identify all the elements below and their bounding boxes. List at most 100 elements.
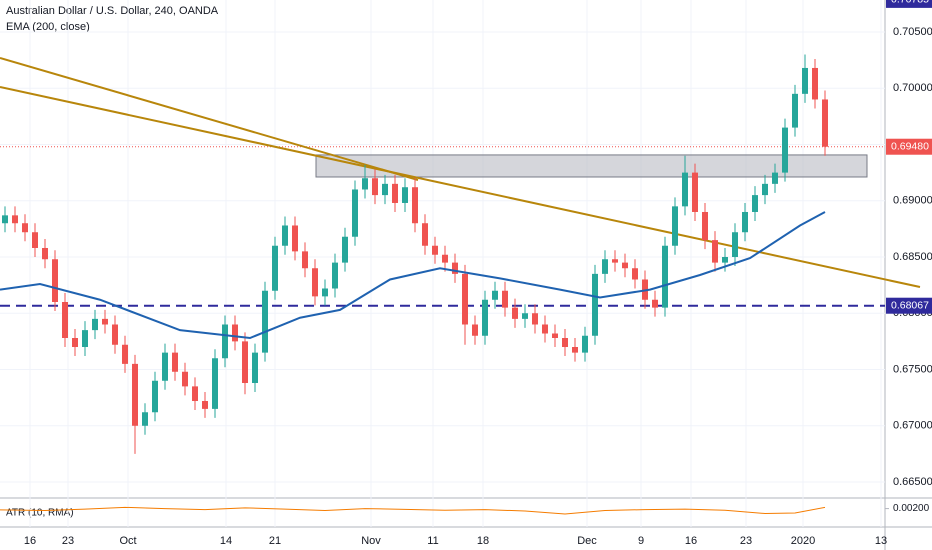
price-badge-label: 0.68067 <box>891 299 929 311</box>
candle-body <box>412 187 418 224</box>
price-badge-label: 0.69480 <box>891 141 929 153</box>
candle-body <box>602 259 608 274</box>
candle-body <box>102 318 108 325</box>
candle-body <box>32 232 38 248</box>
candle-body <box>742 211 748 233</box>
price-badge <box>886 297 932 314</box>
candle-body <box>802 67 808 94</box>
candle-body <box>252 352 258 384</box>
atr-tick-label: 0.00200 <box>893 503 930 514</box>
candle-body <box>42 247 48 260</box>
candle-body <box>792 93 798 128</box>
candle-body <box>512 307 518 319</box>
candle-body <box>112 324 118 345</box>
candle-body <box>362 178 368 190</box>
candle-body <box>522 313 528 319</box>
zone <box>315 154 868 178</box>
y-tick-label: 0.70500 <box>893 26 932 38</box>
candle-body <box>552 333 558 339</box>
candle-body <box>22 223 28 233</box>
x-tick-label: 9 <box>638 535 644 547</box>
x-tick-label: 13 <box>875 535 887 547</box>
y-tick-label: 0.69000 <box>893 195 932 207</box>
x-tick-label: Nov <box>361 535 381 547</box>
candle-body <box>452 262 458 274</box>
x-tick-label: 16 <box>24 535 36 547</box>
candle-body <box>382 183 388 196</box>
indicator-label: EMA (200, close) <box>6 21 90 33</box>
candle-body <box>332 262 338 289</box>
candle-body <box>442 254 448 263</box>
candle-body <box>762 183 768 196</box>
x-tick-label: 18 <box>477 535 489 547</box>
candle-body <box>302 251 308 269</box>
ema-line <box>0 211 826 340</box>
candle-body <box>422 223 428 246</box>
candle-body <box>122 344 128 364</box>
atr-label: ATR (10, RMA) <box>6 508 74 519</box>
candle-body <box>152 380 158 413</box>
candle-body <box>62 301 68 339</box>
y-tick-label: 0.66500 <box>893 476 932 488</box>
candle-body <box>632 268 638 280</box>
candle-body <box>492 290 498 300</box>
candle-body <box>322 288 328 297</box>
candle-body <box>782 127 788 173</box>
candle-body <box>282 225 288 246</box>
candle-body <box>732 232 738 257</box>
y-tick-label: 0.67500 <box>893 363 932 375</box>
candle-body <box>662 245 668 308</box>
candle-body <box>682 172 688 207</box>
candle-body <box>232 324 238 342</box>
candle-body <box>672 206 678 246</box>
candle-body <box>92 318 98 331</box>
candle-body <box>82 330 88 348</box>
candle-body <box>392 183 398 203</box>
candle-body <box>572 347 578 353</box>
candle-body <box>72 338 78 348</box>
candle-body <box>462 273 468 325</box>
candle-body <box>352 189 358 237</box>
candle-body <box>532 313 538 325</box>
candle-body <box>52 259 58 302</box>
candle-body <box>262 290 268 353</box>
y-tick-label: 0.68500 <box>893 251 932 263</box>
candle-body <box>242 341 248 384</box>
chart-title: Australian Dollar / U.S. Dollar, 240, OA… <box>6 5 219 17</box>
candle-body <box>142 412 148 426</box>
candle-body <box>482 299 488 336</box>
candle-body <box>812 67 818 100</box>
candle-body <box>222 324 228 359</box>
candle-body <box>432 245 438 255</box>
candle-body <box>582 335 588 353</box>
candle-body <box>202 401 208 409</box>
candle-body <box>342 236 348 263</box>
candle-body <box>692 172 698 212</box>
candle-body <box>772 172 778 184</box>
candle-body <box>312 268 318 297</box>
x-tick-label: 2020 <box>791 535 815 547</box>
atr-line <box>0 506 826 515</box>
x-tick-label: Dec <box>577 535 597 547</box>
candle-body <box>542 324 548 334</box>
candle-body <box>372 178 378 196</box>
trendline <box>0 56 419 181</box>
candle-body <box>822 99 828 147</box>
candle-body <box>162 352 168 381</box>
candle-body <box>12 215 18 224</box>
x-tick-label: 23 <box>740 535 752 547</box>
candle-body <box>722 256 728 263</box>
candle-body <box>182 371 188 387</box>
price-badge <box>886 138 932 155</box>
candle-body <box>592 273 598 336</box>
candle-body <box>292 225 298 252</box>
candle-body <box>622 262 628 269</box>
x-tick-label: 16 <box>685 535 697 547</box>
candle-body <box>612 259 618 263</box>
x-tick-label: 23 <box>62 535 74 547</box>
trendline <box>0 85 921 289</box>
price-badge-label: 0.70785 <box>891 0 929 6</box>
candle-body <box>472 324 478 336</box>
x-tick-label: 21 <box>269 535 281 547</box>
